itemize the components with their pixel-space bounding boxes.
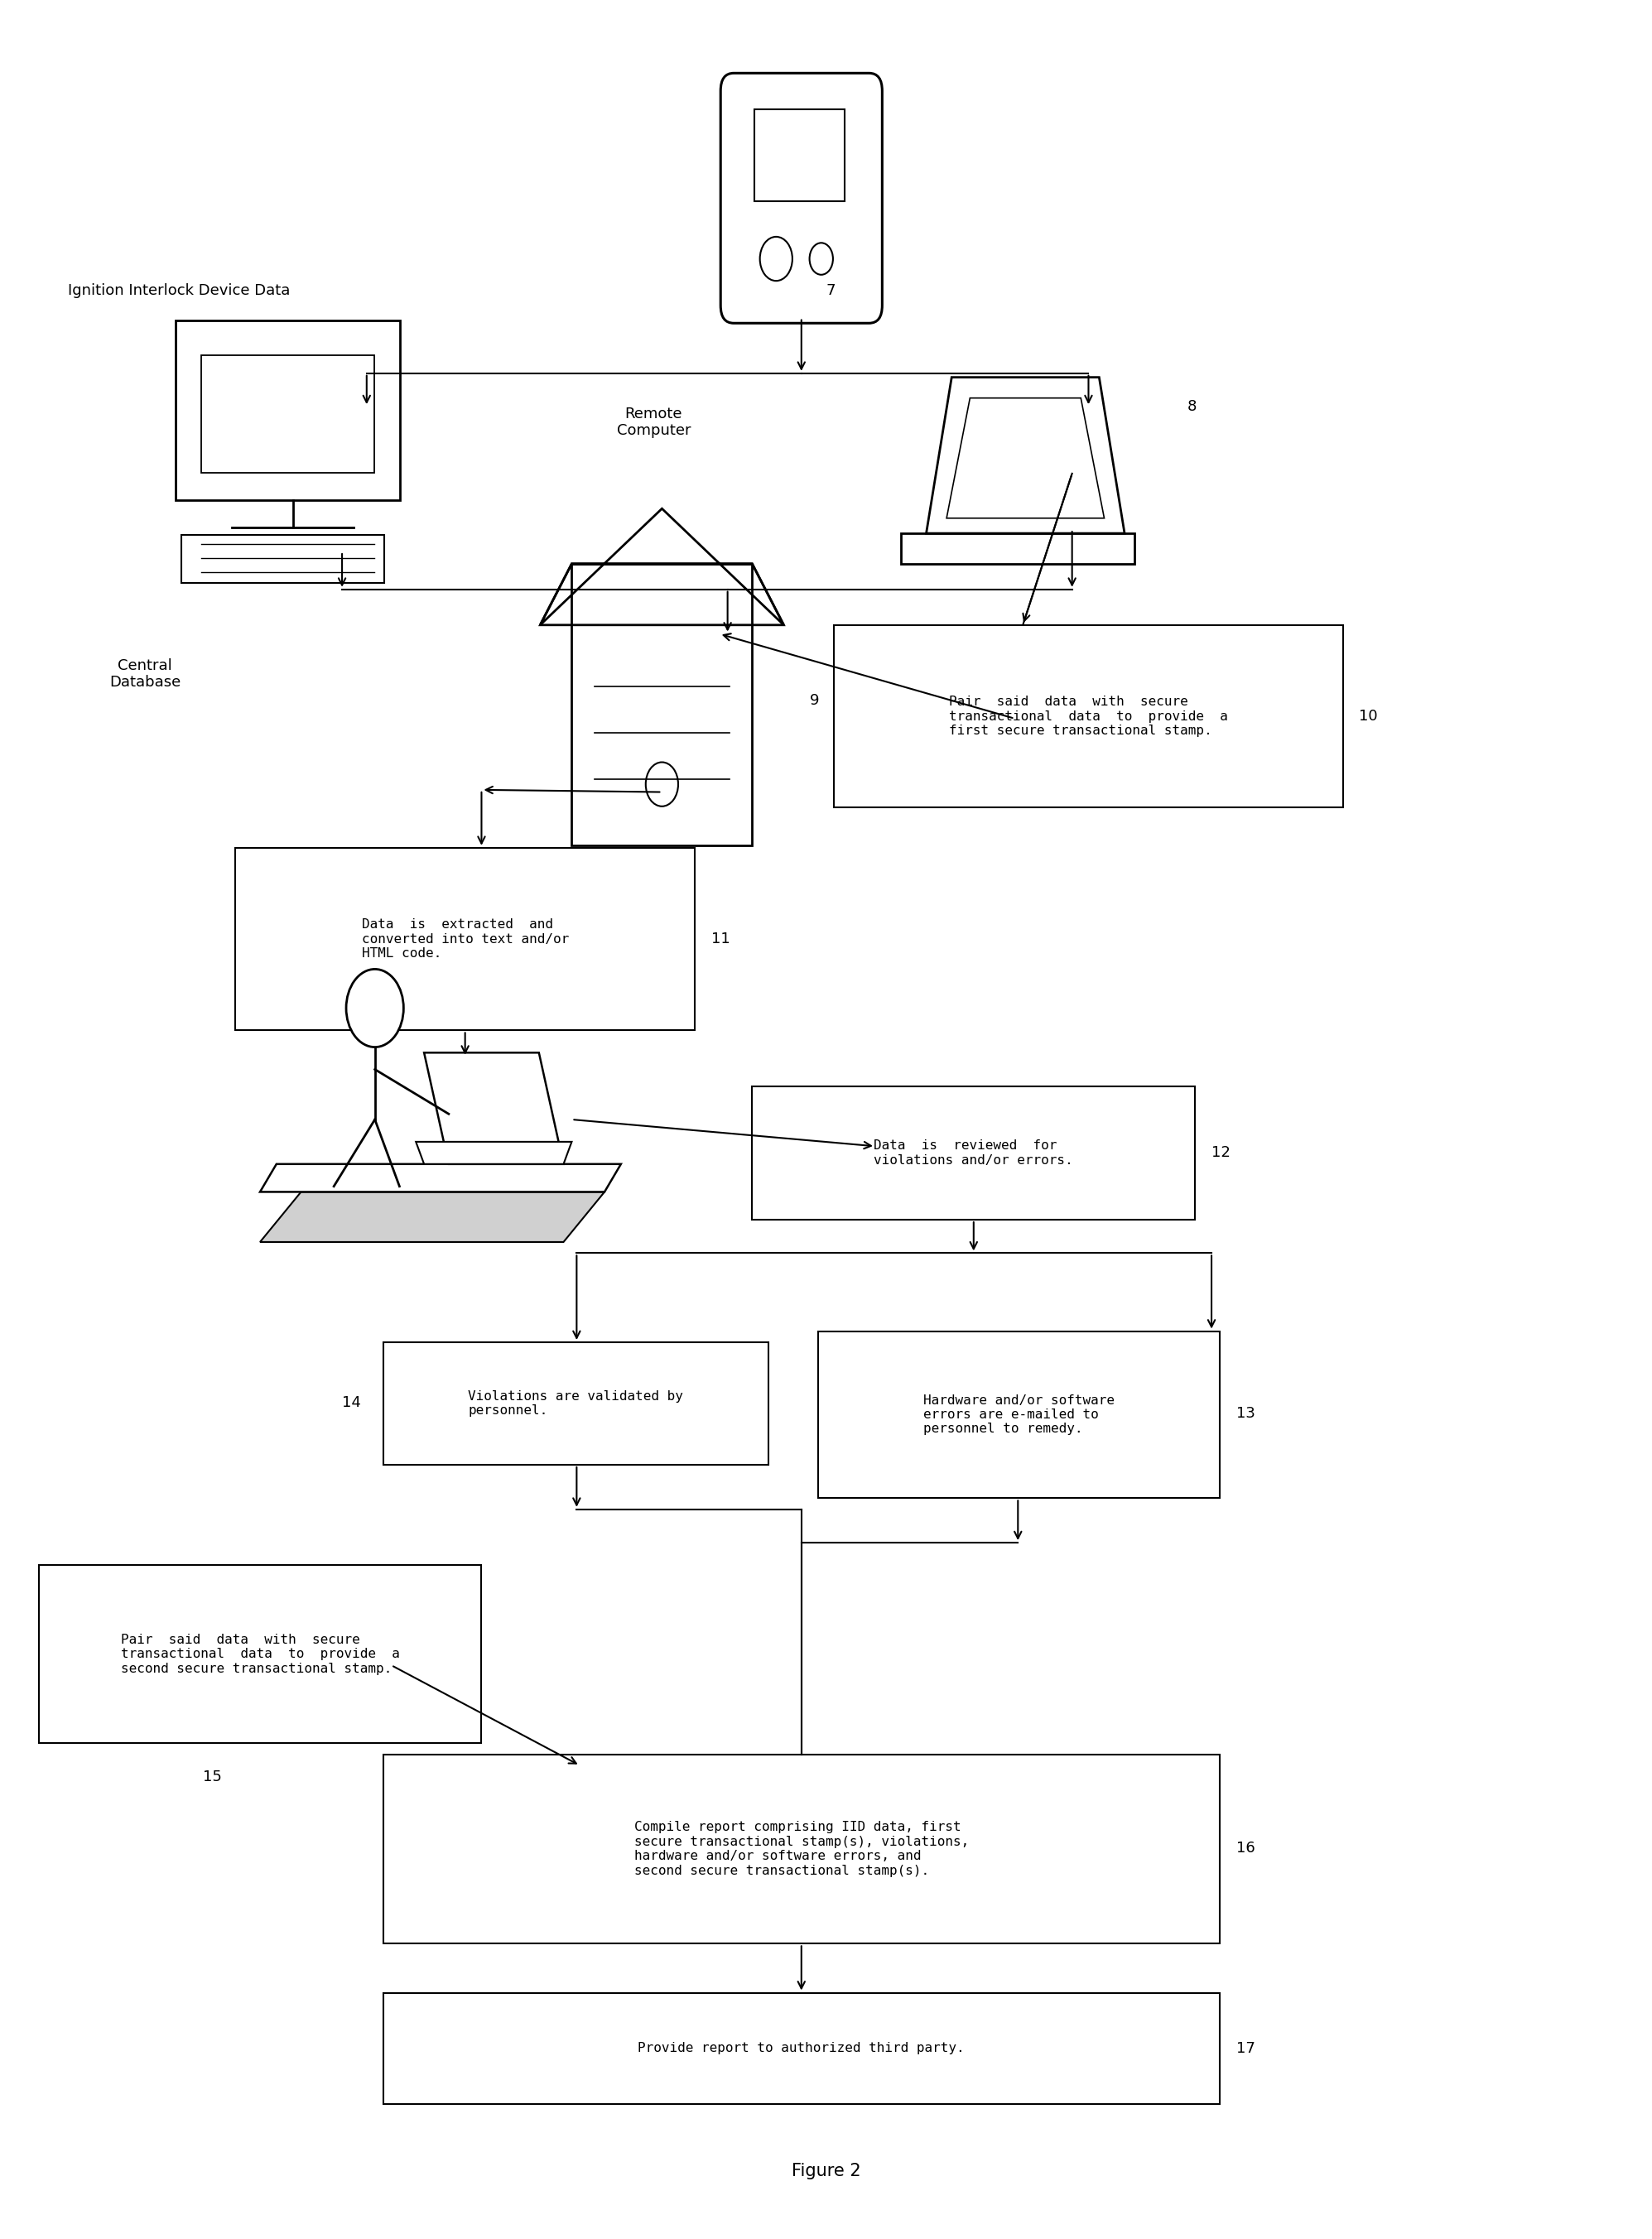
Text: Violations are validated by
personnel.: Violations are validated by personnel. [468, 1390, 684, 1417]
FancyBboxPatch shape [383, 1341, 768, 1464]
Polygon shape [416, 1142, 572, 1164]
FancyBboxPatch shape [572, 564, 752, 846]
Text: 15: 15 [203, 1769, 221, 1784]
Text: Central
Database: Central Database [109, 658, 182, 690]
Text: 8: 8 [1186, 399, 1196, 414]
FancyBboxPatch shape [383, 1993, 1219, 2105]
Text: Data  is  extracted  and
converted into text and/or
HTML code.: Data is extracted and converted into tex… [362, 918, 568, 961]
FancyBboxPatch shape [38, 1565, 481, 1744]
FancyBboxPatch shape [182, 535, 385, 582]
Text: Data  is  reviewed  for
violations and/or errors.: Data is reviewed for violations and/or e… [874, 1140, 1074, 1167]
Polygon shape [425, 1052, 563, 1164]
Text: 14: 14 [342, 1395, 362, 1411]
Circle shape [347, 969, 403, 1048]
FancyBboxPatch shape [175, 320, 400, 499]
Circle shape [760, 237, 793, 280]
FancyBboxPatch shape [818, 1332, 1219, 1498]
Text: Pair  said  data  with  secure
transactional  data  to  provide  a
second secure: Pair said data with secure transactional… [121, 1634, 400, 1675]
Circle shape [646, 761, 679, 806]
Polygon shape [259, 1191, 605, 1243]
Text: 16: 16 [1236, 1840, 1256, 1856]
Text: 17: 17 [1236, 2042, 1256, 2055]
FancyBboxPatch shape [752, 1086, 1194, 1220]
Text: 10: 10 [1360, 710, 1378, 723]
FancyBboxPatch shape [383, 1755, 1219, 1943]
Text: 7: 7 [826, 284, 836, 298]
Text: 9: 9 [809, 694, 819, 708]
FancyBboxPatch shape [834, 625, 1343, 808]
FancyBboxPatch shape [236, 849, 695, 1030]
Text: Provide report to authorized third party.: Provide report to authorized third party… [638, 2042, 965, 2055]
Circle shape [809, 242, 833, 275]
FancyBboxPatch shape [755, 110, 844, 202]
Text: Ignition Interlock Device Data: Ignition Interlock Device Data [68, 284, 291, 298]
Text: Remote
Computer: Remote Computer [616, 405, 691, 439]
FancyBboxPatch shape [900, 533, 1135, 564]
Text: 11: 11 [710, 931, 730, 947]
Text: Pair  said  data  with  secure
transactional  data  to  provide  a
first secure : Pair said data with secure transactional… [948, 696, 1227, 737]
Text: Hardware and/or software
errors are e-mailed to
personnel to remedy.: Hardware and/or software errors are e-ma… [923, 1395, 1115, 1435]
FancyBboxPatch shape [202, 356, 375, 472]
FancyBboxPatch shape [720, 74, 882, 322]
Text: 13: 13 [1236, 1406, 1256, 1422]
Text: Compile report comprising IID data, first
secure transactional stamp(s), violati: Compile report comprising IID data, firs… [634, 1820, 968, 1876]
Polygon shape [259, 1164, 621, 1191]
Text: Figure 2: Figure 2 [791, 2163, 861, 2179]
Text: 12: 12 [1211, 1146, 1231, 1160]
